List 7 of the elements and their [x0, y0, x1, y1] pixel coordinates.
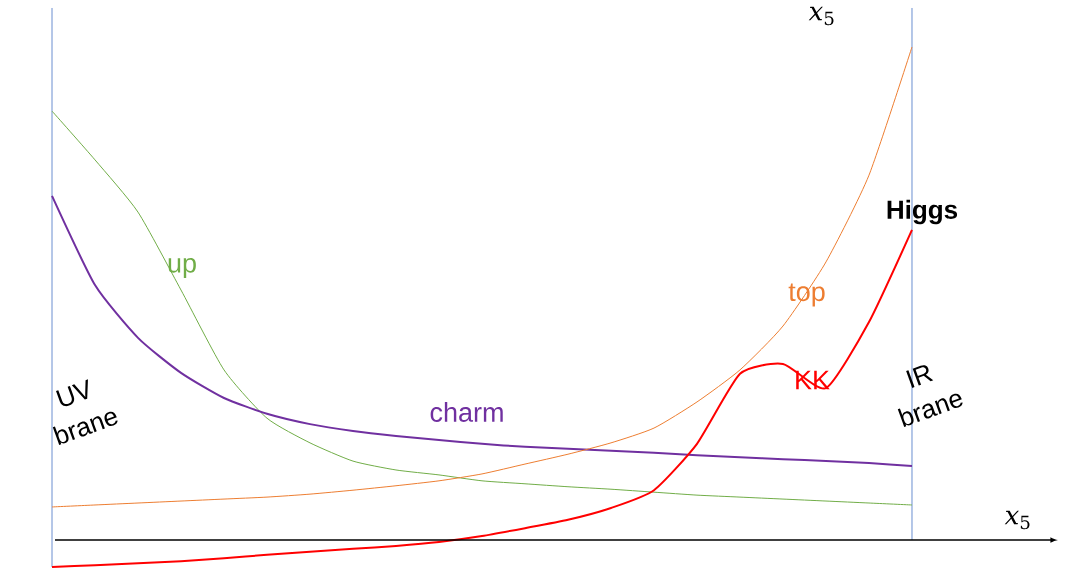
series-label: up [168, 257, 196, 279]
annotation: Higgs [887, 199, 958, 225]
series-label: charm [430, 402, 503, 422]
y-axis-title: x$_{5}$ [808, 6, 834, 26]
annotation: UV brane [52, 379, 118, 446]
x-axis-title: x$_{5}$ [1004, 510, 1030, 530]
annotation: IR brane [897, 365, 963, 428]
